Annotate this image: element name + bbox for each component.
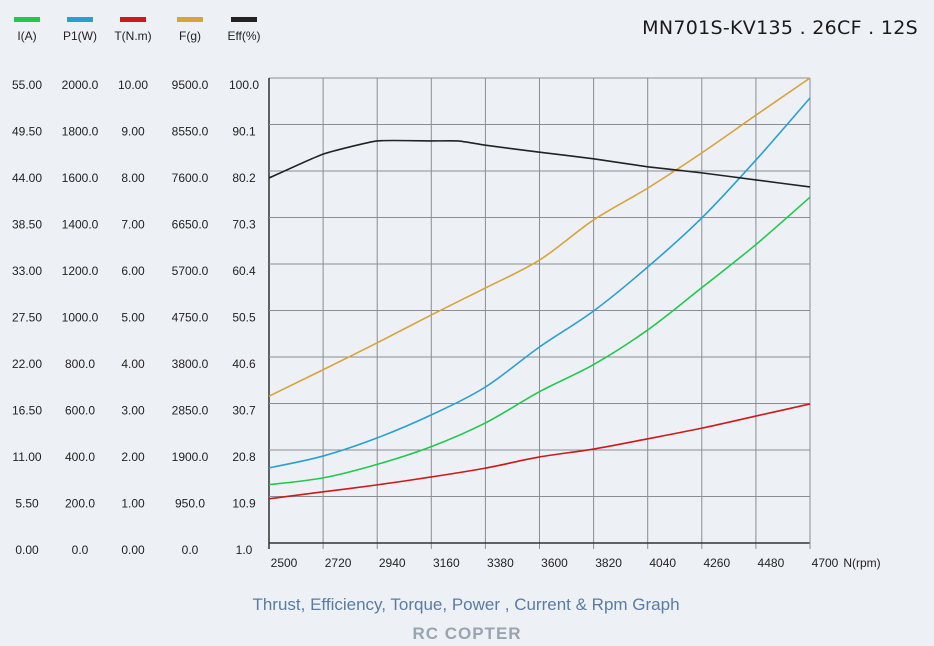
y-tick-label: 4750.0 <box>172 311 209 325</box>
y-tick-label: 200.0 <box>65 497 95 511</box>
y-tick-label: 44.00 <box>12 171 42 185</box>
legend-swatch <box>177 17 203 22</box>
series-lines <box>268 77 811 500</box>
y-tick-label: 100.0 <box>229 78 259 92</box>
y-tick-label: 50.5 <box>232 311 256 325</box>
x-tick-label: 3160 <box>433 556 460 570</box>
y-tick-label: 6.00 <box>121 264 145 278</box>
y-tick-label: 10.9 <box>232 497 256 511</box>
y-tick-label: 49.50 <box>12 125 42 139</box>
y-tick-label: 90.1 <box>232 125 256 139</box>
series-line-ia <box>268 196 811 486</box>
x-tick-label: 2720 <box>325 556 352 570</box>
chart-subtitle: Thrust, Efficiency, Torque, Power , Curr… <box>252 595 679 614</box>
legend-label: P1(W) <box>63 29 97 43</box>
y-tick-label: 40.6 <box>232 357 256 371</box>
y-tick-label: 0.0 <box>72 543 89 557</box>
x-tick-label: 3820 <box>595 556 622 570</box>
chart-title: MN701S-KV135 . 26CF . 12S <box>642 17 918 39</box>
y-tick-label: 22.00 <box>12 357 42 371</box>
y-tick-label: 600.0 <box>65 404 95 418</box>
y-tick-label: 0.0 <box>182 543 199 557</box>
axis-labels: 2500 2720 2940 3160 3380 3600 3820 4040 4260 4480… <box>12 17 881 570</box>
grid <box>268 77 811 549</box>
y-tick-label: 1600.0 <box>62 171 99 185</box>
series-line-fg <box>268 77 811 397</box>
y-tick-label: 1000.0 <box>62 311 99 325</box>
y-tick-label: 1800.0 <box>62 125 99 139</box>
y-tick-label: 10.00 <box>118 78 148 92</box>
legend-label: T(N.m) <box>114 29 151 43</box>
legend-swatch <box>14 17 40 22</box>
y-tick-label: 7600.0 <box>172 171 209 185</box>
y-tick-label: 30.7 <box>232 404 256 418</box>
y-tick-label: 1.0 <box>236 543 253 557</box>
x-tick-label: 4040 <box>649 556 676 570</box>
legend-swatch <box>67 17 93 22</box>
y-tick-label: 1200.0 <box>62 264 99 278</box>
y-tick-label: 4.00 <box>121 357 145 371</box>
y-tick-label: 5.00 <box>121 311 145 325</box>
y-tick-label: 11.00 <box>12 450 41 464</box>
series-line-p1w <box>268 97 811 469</box>
y-tick-label: 70.3 <box>232 218 256 232</box>
watermark-logo: RC COPTER <box>412 624 521 643</box>
legend-swatch <box>231 17 257 22</box>
y-tick-label: 27.50 <box>12 311 42 325</box>
y-tick-label: 33.00 <box>12 264 42 278</box>
legend-swatch <box>120 17 146 22</box>
x-tick-label: 2940 <box>379 556 406 570</box>
legend-label: F(g) <box>179 29 201 43</box>
y-tick-label: 6650.0 <box>172 218 209 232</box>
y-tick-label: 8550.0 <box>172 125 209 139</box>
y-tick-label: 80.2 <box>232 171 256 185</box>
y-tick-label: 3.00 <box>121 404 145 418</box>
x-tick-label: 3380 <box>487 556 514 570</box>
y-tick-label: 0.00 <box>15 543 39 557</box>
x-tick-label: 4480 <box>758 556 785 570</box>
y-tick-label: 1400.0 <box>62 218 99 232</box>
legend-label: Eff(%) <box>227 29 260 43</box>
x-tick-label: 2500 <box>271 556 298 570</box>
y-tick-label: 20.8 <box>232 450 256 464</box>
y-tick-label: 3800.0 <box>172 357 209 371</box>
y-tick-label: 950.0 <box>175 497 205 511</box>
y-tick-label: 400.0 <box>65 450 95 464</box>
y-tick-label: 8.00 <box>121 171 145 185</box>
legend-label: I(A) <box>17 29 36 43</box>
y-tick-label: 60.4 <box>232 264 256 278</box>
y-tick-label: 9500.0 <box>172 78 209 92</box>
y-tick-label: 800.0 <box>65 357 95 371</box>
y-tick-label: 5700.0 <box>172 264 209 278</box>
y-tick-label: 2.00 <box>121 450 145 464</box>
y-tick-label: 0.00 <box>121 543 145 557</box>
x-tick-label: 3600 <box>541 556 568 570</box>
y-tick-label: 1900.0 <box>172 450 209 464</box>
y-tick-label: 1.00 <box>121 497 145 511</box>
y-tick-label: 2000.0 <box>62 78 99 92</box>
y-tick-label: 55.00 <box>12 78 42 92</box>
y-tick-label: 5.50 <box>15 497 39 511</box>
series-line-eff <box>268 139 811 188</box>
y-tick-label: 38.50 <box>12 218 42 232</box>
y-tick-label: 9.00 <box>121 125 145 139</box>
y-tick-label: 7.00 <box>121 218 145 232</box>
x-tick-label: 4260 <box>703 556 730 570</box>
y-tick-label: 16.50 <box>12 404 42 418</box>
y-tick-label: 2850.0 <box>172 404 209 418</box>
x-tick-label: 4700 <box>812 556 839 570</box>
x-axis-label: N(rpm) <box>843 556 880 570</box>
